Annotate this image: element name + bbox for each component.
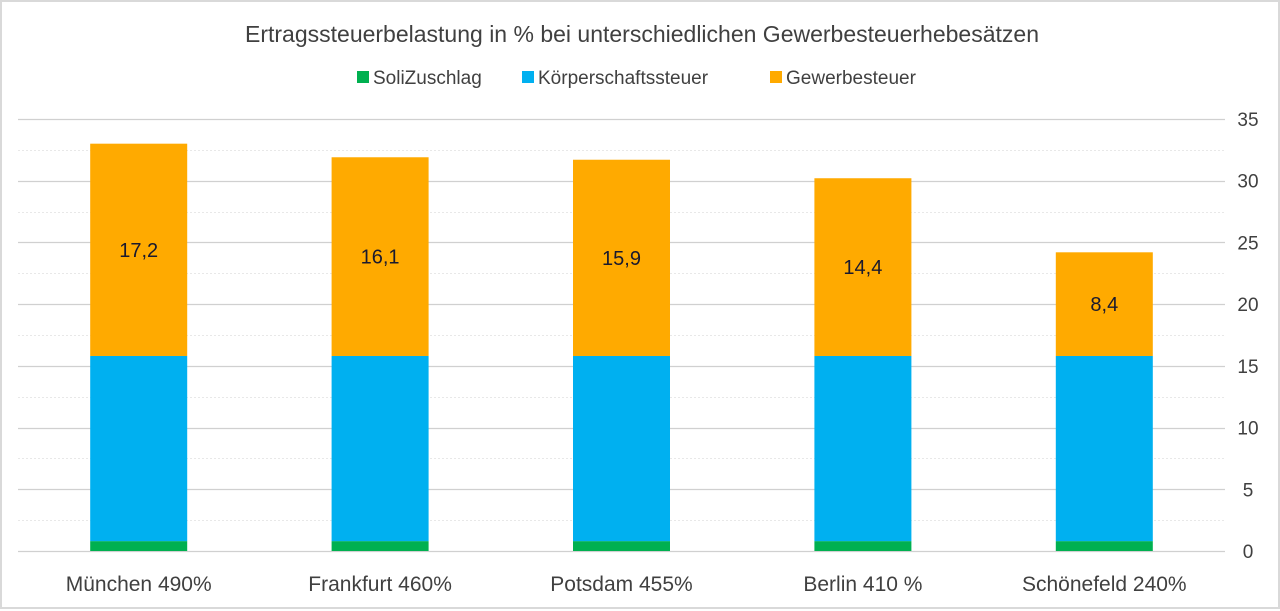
data-label: 14,4 [843,257,882,279]
legend-label: Gewerbesteuer [786,68,917,89]
bar-segment-gewerbesteuer [90,143,188,356]
bar-segment-gewerbesteuer [573,159,670,356]
bar-segment-k-rperschaftssteuer [90,355,188,542]
bar-segment-gewerbesteuer [1055,252,1153,356]
y-tick-label: 20 [1237,295,1258,316]
y-tick-label: 30 [1237,172,1258,193]
bar-segment-gewerbesteuer [331,157,429,356]
bar-segment-solizuschlag [90,541,188,551]
y-tick-label: 5 [1243,480,1254,501]
legend: SoliZuschlag Körperschaftssteuer Gewerbest… [357,68,917,89]
bars [90,143,1153,551]
y-tick-label: 0 [1243,542,1254,563]
data-labels: 17,2 16,1 15,9 14,4 8,4 [119,240,1118,316]
bar-segment-solizuschlag [573,541,670,551]
x-tick-label: Frankfurt 460% [308,573,452,596]
y-tick-label: 25 [1237,233,1258,254]
bar-segment-k-rperschaftssteuer [331,355,429,542]
x-axis: München 490% Frankfurt 460% Potsdam 455% Be… [66,573,1187,596]
y-axis: 0 5 10 15 20 25 30 35 [1237,110,1258,563]
legend-label: Körperschaftssteuer [538,68,709,89]
y-tick-label: 15 [1237,357,1258,378]
legend-label: SoliZuschlag [373,68,482,89]
y-tick-label: 10 [1237,419,1258,440]
data-label: 8,4 [1090,294,1118,316]
chart-title: Ertragssteuerbelastung in % bei untersch… [245,21,1039,47]
legend-swatch [357,71,369,83]
legend-swatch [522,71,534,83]
y-tick-label: 35 [1237,110,1258,131]
bar-segment-k-rperschaftssteuer [1055,355,1153,542]
bar-segment-solizuschlag [814,541,912,551]
x-tick-label: München 490% [66,573,212,596]
data-label: 16,1 [361,247,400,269]
x-tick-label: Berlin 410 % [803,573,922,596]
x-tick-label: Potsdam 455% [550,573,692,596]
data-label: 17,2 [119,240,158,262]
bar-segment-solizuschlag [1055,541,1153,551]
data-label: 15,9 [602,248,641,270]
bar-segment-solizuschlag [331,541,429,551]
x-tick-label: Schönefeld 240% [1022,573,1187,596]
legend-swatch [770,71,782,83]
bar-segment-gewerbesteuer [814,178,912,356]
bar-segment-k-rperschaftssteuer [573,355,670,542]
bar-segment-k-rperschaftssteuer [814,355,912,542]
